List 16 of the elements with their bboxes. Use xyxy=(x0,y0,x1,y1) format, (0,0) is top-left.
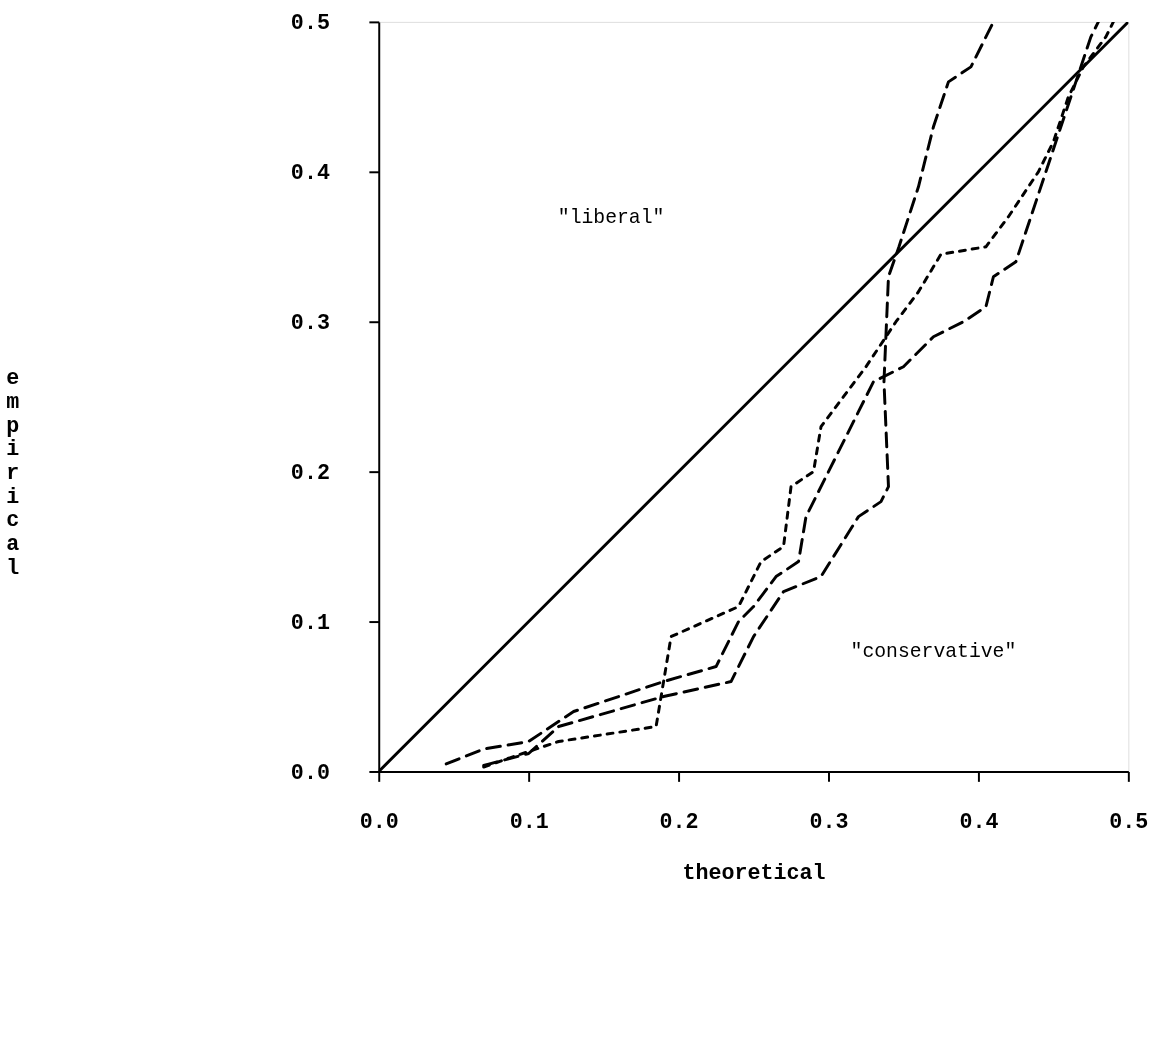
x-tick-label: 0.5 xyxy=(1109,810,1149,836)
x-tick-label: 0.1 xyxy=(509,810,549,836)
y-tick-label: 0.5 xyxy=(290,11,330,37)
x-tick-label: 0.0 xyxy=(359,810,399,836)
annotation: "liberal" xyxy=(557,206,665,229)
x-tick-label: 0.3 xyxy=(809,810,849,836)
x-axis-title: theoretical xyxy=(682,860,826,886)
x-tick-label: 0.4 xyxy=(959,810,999,836)
annotation: "conservative" xyxy=(850,641,1017,664)
y-tick-label: 0.3 xyxy=(290,311,330,337)
y-tick-label: 0.2 xyxy=(290,461,330,487)
y-tick-label: 0.0 xyxy=(290,760,330,786)
y-tick-label: 0.1 xyxy=(290,610,330,636)
y-tick-label: 0.4 xyxy=(290,161,330,187)
text: empirical xyxy=(6,366,20,581)
x-tick-label: 0.2 xyxy=(659,810,699,836)
